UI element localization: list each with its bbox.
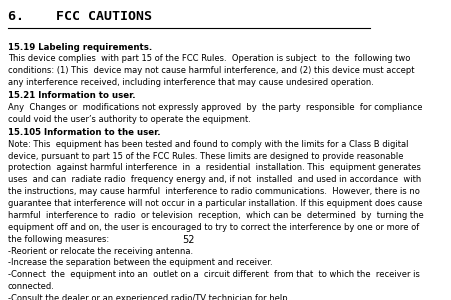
Text: guarantee that interference will not occur in a particular installation. If this: guarantee that interference will not occ… <box>8 199 422 208</box>
Text: device, pursuant to part 15 of the FCC Rules. These limits are designed to provi: device, pursuant to part 15 of the FCC R… <box>8 152 403 160</box>
Text: -Increase the separation between the equipment and receiver.: -Increase the separation between the equ… <box>8 259 272 268</box>
Text: -Reorient or relocate the receiving antenna.: -Reorient or relocate the receiving ante… <box>8 247 193 256</box>
Text: could void the user’s authority to operate the equipment.: could void the user’s authority to opera… <box>8 115 250 124</box>
Text: -Consult the dealer or an experienced radio/TV technician for help.: -Consult the dealer or an experienced ra… <box>8 294 290 300</box>
Text: 15.105 Information to the user.: 15.105 Information to the user. <box>8 128 160 137</box>
Text: This device complies  with part 15 of the FCC Rules.  Operation is subject  to  : This device complies with part 15 of the… <box>8 55 410 64</box>
Text: equipment off and on, the user is encouraged to try to correct the interference : equipment off and on, the user is encour… <box>8 223 419 232</box>
Text: Note: This  equipment has been tested and found to comply with the limits for a : Note: This equipment has been tested and… <box>8 140 408 148</box>
Text: the following measures:: the following measures: <box>8 235 109 244</box>
Text: 6.    FCC CAUTIONS: 6. FCC CAUTIONS <box>8 10 152 23</box>
Text: protection  against harmful interference  in  a  residential  installation. This: protection against harmful interference … <box>8 164 420 172</box>
Text: 15.19 Labeling requirements.: 15.19 Labeling requirements. <box>8 43 152 52</box>
Text: harmful  interference to  radio  or television  reception,  which can be  determ: harmful interference to radio or televis… <box>8 211 423 220</box>
Text: 15.21 Information to user.: 15.21 Information to user. <box>8 91 135 100</box>
Text: conditions: (1) This  device may not cause harmful interference, and (2) this de: conditions: (1) This device may not caus… <box>8 66 414 75</box>
Text: uses  and can  radiate radio  frequency energy and, if not  installed  and used : uses and can radiate radio frequency ene… <box>8 175 421 184</box>
Text: any interference received, including interference that may cause undesired opera: any interference received, including int… <box>8 78 373 87</box>
Text: 52: 52 <box>183 235 195 245</box>
Text: the instructions, may cause harmful  interference to radio communications.  Howe: the instructions, may cause harmful inte… <box>8 187 419 196</box>
Text: connected.: connected. <box>8 282 55 291</box>
Text: Any  Changes or  modifications not expressly approved  by  the party  responsibl: Any Changes or modifications not express… <box>8 103 422 112</box>
Text: -Connect  the  equipment into an  outlet on a  circuit different  from that  to : -Connect the equipment into an outlet on… <box>8 270 419 279</box>
